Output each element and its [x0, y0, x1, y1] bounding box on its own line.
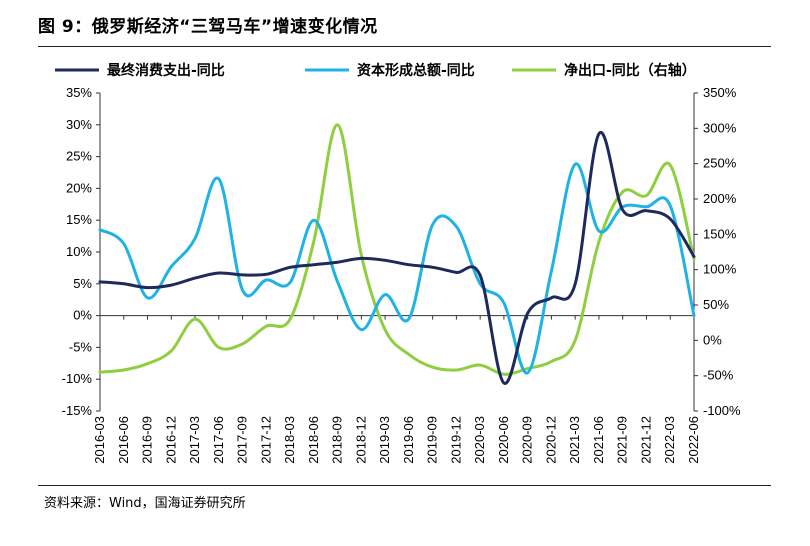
right-tick-label: 250%	[703, 156, 737, 171]
x-tick-label: 2017-06	[211, 416, 226, 464]
right-tick-label: 300%	[703, 120, 737, 135]
x-tick-label: 2018-03	[282, 416, 297, 464]
left-tick-label: 15%	[66, 212, 92, 227]
x-tick-label: 2016-12	[163, 416, 178, 464]
x-tick-label: 2021-09	[615, 416, 630, 464]
left-tick-label: -5%	[69, 339, 93, 354]
x-tick-label: 2016-09	[140, 416, 155, 464]
x-tick-label: 2022-03	[662, 416, 677, 464]
x-tick-label: 2019-09	[425, 416, 440, 464]
right-tick-label: 100%	[703, 262, 737, 277]
x-tick-label: 2019-06	[401, 416, 416, 464]
x-tick-label: 2017-09	[235, 416, 250, 464]
axes: -15% -10% -5% 0% 5% 10% 15% 20% 25% 30% 35% -100% -5…	[62, 85, 741, 464]
x-tick-label: 2018-09	[330, 416, 345, 464]
series-line-1	[98, 162, 696, 375]
legend-label: 资本形成总额-同比	[357, 62, 475, 79]
right-tick-label: 200%	[703, 191, 737, 206]
x-tick-label: 2020-12	[543, 416, 558, 464]
x-tick-label: 2019-12	[448, 416, 463, 464]
source-note: 资料来源：Wind，国海证券研究所	[44, 496, 246, 511]
x-tick-label: 2021-03	[567, 416, 582, 464]
x-tick-label: 2020-09	[520, 416, 535, 464]
left-tick-label: 25%	[66, 149, 92, 164]
series-lines	[98, 123, 696, 385]
left-tick-label: 5%	[73, 276, 92, 291]
x-tick-label: 2022-06	[686, 416, 701, 464]
right-tick-label: 50%	[703, 297, 729, 312]
right-tick-label: -50%	[703, 368, 734, 383]
left-tick-label: 20%	[66, 180, 92, 195]
legend-label: 净出口-同比（右轴）	[564, 62, 696, 79]
right-tick-label: 350%	[703, 85, 737, 100]
x-tick-label: 2019-03	[377, 416, 392, 464]
left-tick-label: 10%	[66, 244, 92, 259]
left-tick-label: 30%	[66, 117, 92, 132]
x-tick-label: 2016-03	[92, 416, 107, 464]
x-tick-label: 2017-03	[187, 416, 202, 464]
legend-label: 最终消费支出-同比	[107, 62, 225, 79]
x-tick-label: 2020-06	[496, 416, 511, 464]
series-line-2	[98, 123, 696, 376]
right-tick-label: 0%	[703, 332, 722, 347]
series-line-0	[98, 130, 696, 385]
x-tick-label: 2021-06	[591, 416, 606, 464]
left-tick-label: 0%	[73, 308, 92, 323]
chart-title: 图 9：俄罗斯经济“三驾马车”增速变化情况	[38, 17, 378, 37]
x-tick-label: 2018-12	[353, 416, 368, 464]
right-tick-label: 150%	[703, 226, 737, 241]
left-tick-label: 35%	[66, 85, 92, 100]
x-tick-label: 2017-12	[258, 416, 273, 464]
left-tick-label: -10%	[62, 371, 93, 386]
top-rule	[38, 46, 771, 47]
left-tick-label: -15%	[62, 403, 93, 418]
x-tick-label: 2018-06	[306, 416, 321, 464]
x-tick-label: 2016-06	[116, 416, 131, 464]
x-tick-label: 2021-12	[638, 416, 653, 464]
x-tick-label: 2020-03	[472, 416, 487, 464]
bottom-rule	[38, 485, 771, 486]
legend: 最终消费支出-同比 资本形成总额-同比 净出口-同比（右轴）	[55, 62, 696, 79]
right-tick-label: -100%	[703, 403, 741, 418]
